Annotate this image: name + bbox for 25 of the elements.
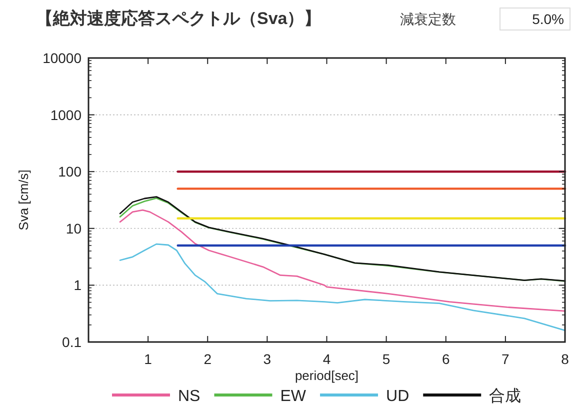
y-tick-label: 100	[58, 164, 82, 180]
y-tick-label: 10000	[42, 50, 82, 66]
chart-title: 【絶対速度応答スペクトル（Sva）】	[36, 9, 322, 28]
line-series	[119, 243, 566, 332]
legend-label: UD	[386, 388, 410, 405]
x-tick-label: 6	[442, 351, 450, 367]
legend-label: NS	[178, 388, 200, 405]
y-tick-label: 1000	[50, 106, 82, 123]
x-tick-label: 8	[561, 351, 570, 367]
x-axis-title: period[sec]	[294, 368, 359, 383]
y-tick-label: 1	[74, 277, 82, 294]
y-axis-title: Sva [cm/s]	[16, 170, 31, 230]
text: 減衰定数	[400, 11, 456, 27]
text: 5.0%	[532, 11, 564, 27]
y-tick-label: 10	[66, 220, 82, 236]
y-tick-label: 0.1	[62, 334, 82, 350]
x-tick-label: 3	[263, 351, 272, 367]
x-tick-label: 1	[144, 351, 152, 367]
x-tick-label: 7	[502, 351, 510, 367]
x-tick-label: 2	[204, 351, 212, 367]
line-series	[119, 209, 566, 312]
legend-label: 合成	[489, 387, 522, 405]
x-tick-label: 4	[322, 351, 331, 367]
legend-label: EW	[280, 388, 307, 405]
x-tick-label: 5	[382, 351, 390, 367]
